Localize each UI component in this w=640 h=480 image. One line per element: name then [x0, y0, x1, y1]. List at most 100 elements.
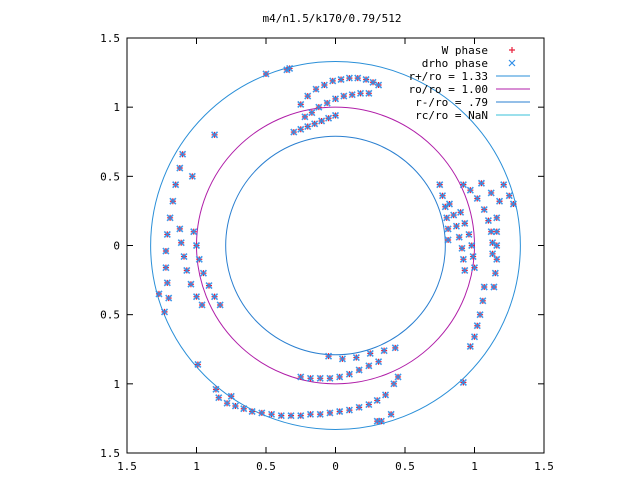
drho-phase-point-122	[473, 194, 481, 203]
axis-ticks: 1.5 1 0.5 0 0.5 1 1.51.510.500.511.5	[100, 32, 554, 473]
drho-phase-point-143	[477, 179, 486, 187]
drho-phase-point-109	[452, 222, 460, 230]
drho-phase-point-18	[356, 89, 365, 97]
drho-phase-point-111	[458, 244, 466, 252]
x-tick-label-5: 1	[471, 460, 478, 473]
drho-phase-point-94	[194, 360, 202, 369]
drho-phase-point-125	[487, 228, 495, 236]
drho-phase-point-61	[240, 405, 248, 413]
drho-phase-point-45	[183, 266, 191, 274]
drho-phase-point-89	[338, 355, 347, 363]
x-tick-label-1: 1	[193, 460, 200, 473]
drho-phase-point-7	[354, 74, 362, 82]
drho-phase-point-137	[493, 255, 501, 263]
drho-phase-point-50	[192, 241, 201, 250]
drho-phase-point-99	[377, 417, 385, 425]
drho-phase-point-51	[195, 255, 203, 263]
drho-phase-point-54	[211, 293, 219, 301]
drho-phase-point-29	[286, 64, 294, 72]
drho-phase-point-136	[493, 241, 501, 250]
drho-phase-point-58	[215, 394, 223, 402]
legend-label-2: r+/ro = 1.33	[409, 70, 488, 83]
drho-phase-point-62	[248, 407, 256, 416]
drho-phase-point-25	[324, 114, 333, 122]
drho-phase-point-44	[180, 253, 188, 261]
drho-phase-point-138	[491, 269, 499, 277]
drho-phase-point-43	[177, 239, 185, 247]
drho-phase-point-4	[329, 77, 337, 85]
drho-phase-point-104	[443, 214, 451, 222]
drho-phase-point-24	[318, 117, 326, 125]
drho-phase-point-20	[290, 128, 298, 136]
y-tick-label-6: 1.5	[100, 32, 120, 45]
drho-phase-point-93	[391, 344, 399, 352]
drho-phase-point-130	[476, 311, 484, 319]
drho-phase-point-69	[316, 410, 324, 418]
y-tick-label-4: 0.5	[100, 170, 120, 183]
drho-phase-point-66	[287, 412, 295, 420]
drho-phase-point-112	[459, 255, 467, 263]
drho-phase-point-5	[337, 75, 345, 84]
drho-phase-point-115	[461, 219, 469, 227]
drho-phase-point-118	[469, 253, 477, 261]
drho-phase-point-64	[267, 410, 276, 418]
drho-phase-point-72	[345, 406, 353, 414]
x-tick-label-6: 1.5	[534, 460, 554, 473]
drho-phase-point-52	[199, 269, 208, 277]
drho-phase-point-92	[380, 347, 388, 355]
y-tick-label-5: 1	[113, 101, 120, 114]
drho-phase-point-85	[355, 366, 363, 374]
drho-phase-point-2	[312, 85, 320, 93]
drho-phase-point-126	[489, 239, 497, 247]
drho-phase-point-131	[473, 322, 481, 330]
drho-phase-point-75	[373, 396, 381, 404]
y-tick-label-2: 0.5	[100, 309, 120, 322]
legend-label-5: rc/ro = NaN	[415, 109, 488, 122]
drho-phase-point-97	[387, 410, 395, 418]
drho-phase-point-63	[258, 409, 266, 417]
drho-phase-point-114	[457, 208, 465, 216]
x-tick-label-3: 0	[332, 460, 339, 473]
drho-phase-point-48	[198, 301, 206, 309]
drho-phase-point-27	[262, 70, 270, 78]
legend-label-4: r-/ro = .79	[415, 96, 488, 109]
y-tick-label-0: 1.5	[100, 447, 120, 460]
drho-phase-point-41	[165, 294, 173, 302]
drho-phase-point-95	[212, 385, 220, 393]
drho-phase-point-67	[297, 412, 305, 420]
drho-phase-point-113	[461, 266, 469, 274]
drho-phase-point-40	[163, 279, 171, 287]
drho-phase-point-55	[216, 301, 224, 309]
drho-phase-point-70	[326, 409, 334, 417]
drho-phase-point-87	[375, 358, 383, 366]
drho-phase-point-71	[336, 407, 344, 416]
drho-phase-point-9	[369, 78, 377, 86]
drho-phase-point-6	[345, 74, 353, 82]
drho-phase-point-76	[381, 391, 390, 399]
legend-swatch-0	[509, 47, 515, 53]
drho-phase-point-82	[326, 374, 334, 382]
drho-phase-point-59	[223, 399, 231, 407]
drho-phase-point-60	[231, 402, 239, 410]
drho-phase-point-141	[505, 192, 513, 200]
drho-phase-point-81	[316, 374, 324, 382]
drho-phase-point-90	[352, 353, 360, 362]
drho-phase-point-140	[500, 181, 508, 189]
drho-phase-point-134	[493, 214, 501, 222]
drho-phase-point-19	[365, 89, 373, 97]
drho-phase-point-49	[190, 228, 198, 236]
drho-phase-point-35	[169, 197, 177, 205]
drho-phase-point-142	[509, 200, 517, 208]
drho-phase-point-110	[455, 233, 463, 241]
x-tick-label-2: 0.5	[256, 460, 276, 473]
drho-phase-point-124	[484, 217, 492, 225]
drho-phase-point-53	[205, 282, 213, 290]
drho-phase-point-79	[297, 373, 305, 381]
drho-phase-point-12	[308, 109, 316, 117]
drho-phase-point-26	[331, 111, 340, 120]
drho-phase-point-121	[466, 186, 474, 194]
x-tick-label-4: 0.5	[395, 460, 415, 473]
drho-phase-point-133	[466, 342, 474, 351]
drho-phase-point-65	[277, 412, 285, 420]
